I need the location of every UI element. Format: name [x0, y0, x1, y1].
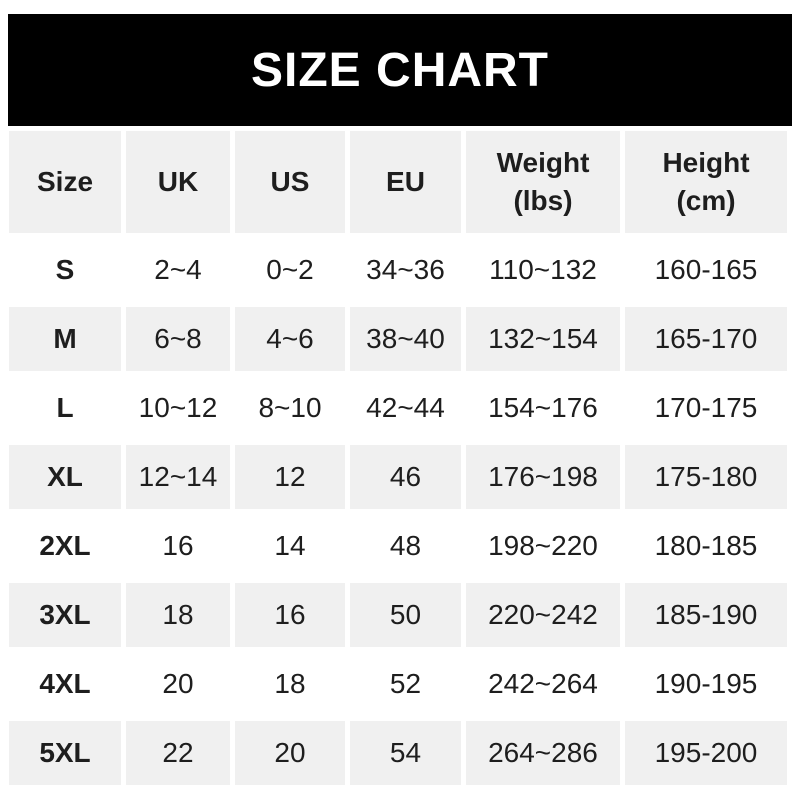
column-header-us: US: [235, 131, 345, 233]
cell-us: 18: [235, 652, 345, 716]
cell-height: 170-175: [625, 376, 787, 440]
cell-weight: 132~154: [466, 307, 620, 371]
cell-weight: 242~264: [466, 652, 620, 716]
cell-height: 180-185: [625, 514, 787, 578]
cell-uk: 12~14: [126, 445, 230, 509]
cell-height: 175-180: [625, 445, 787, 509]
cell-size: S: [9, 238, 121, 302]
cell-height: 185-190: [625, 583, 787, 647]
cell-eu: 42~44: [350, 376, 461, 440]
cell-uk: 20: [126, 652, 230, 716]
cell-uk: 6~8: [126, 307, 230, 371]
column-header-uk: UK: [126, 131, 230, 233]
column-header-weight: Weight (lbs): [466, 131, 620, 233]
header-row: Size UK US EU Weight (lbs) Height (cm): [9, 131, 787, 233]
size-chart-table: Size UK US EU Weight (lbs) Height (cm) S…: [4, 126, 792, 790]
cell-uk: 10~12: [126, 376, 230, 440]
cell-eu: 50: [350, 583, 461, 647]
cell-eu: 34~36: [350, 238, 461, 302]
cell-size: 2XL: [9, 514, 121, 578]
cell-eu: 38~40: [350, 307, 461, 371]
table-row-l: L 10~12 8~10 42~44 154~176 170-175: [9, 376, 787, 440]
cell-height: 165-170: [625, 307, 787, 371]
cell-us: 0~2: [235, 238, 345, 302]
cell-size: 5XL: [9, 721, 121, 785]
cell-weight: 110~132: [466, 238, 620, 302]
cell-size: 3XL: [9, 583, 121, 647]
page-title: SIZE CHART: [251, 43, 549, 97]
column-header-eu: EU: [350, 131, 461, 233]
cell-weight: 220~242: [466, 583, 620, 647]
table-row-xl: XL 12~14 12 46 176~198 175-180: [9, 445, 787, 509]
cell-eu: 52: [350, 652, 461, 716]
cell-height: 190-195: [625, 652, 787, 716]
cell-height: 160-165: [625, 238, 787, 302]
cell-height: 195-200: [625, 721, 787, 785]
table-row-m: M 6~8 4~6 38~40 132~154 165-170: [9, 307, 787, 371]
cell-size: 4XL: [9, 652, 121, 716]
cell-us: 14: [235, 514, 345, 578]
column-header-height: Height (cm): [625, 131, 787, 233]
cell-eu: 54: [350, 721, 461, 785]
table-row-5xl: 5XL 22 20 54 264~286 195-200: [9, 721, 787, 785]
cell-eu: 46: [350, 445, 461, 509]
cell-us: 16: [235, 583, 345, 647]
size-chart-banner: SIZE CHART: [8, 14, 792, 126]
cell-uk: 16: [126, 514, 230, 578]
cell-weight: 264~286: [466, 721, 620, 785]
cell-us: 12: [235, 445, 345, 509]
cell-us: 8~10: [235, 376, 345, 440]
cell-us: 4~6: [235, 307, 345, 371]
cell-weight: 198~220: [466, 514, 620, 578]
cell-uk: 2~4: [126, 238, 230, 302]
cell-uk: 18: [126, 583, 230, 647]
cell-uk: 22: [126, 721, 230, 785]
column-header-size: Size: [9, 131, 121, 233]
table-row-s: S 2~4 0~2 34~36 110~132 160-165: [9, 238, 787, 302]
cell-us: 20: [235, 721, 345, 785]
cell-size: L: [9, 376, 121, 440]
cell-eu: 48: [350, 514, 461, 578]
table-row-4xl: 4XL 20 18 52 242~264 190-195: [9, 652, 787, 716]
cell-size: XL: [9, 445, 121, 509]
cell-weight: 176~198: [466, 445, 620, 509]
table-row-2xl: 2XL 16 14 48 198~220 180-185: [9, 514, 787, 578]
table-row-3xl: 3XL 18 16 50 220~242 185-190: [9, 583, 787, 647]
cell-weight: 154~176: [466, 376, 620, 440]
cell-size: M: [9, 307, 121, 371]
